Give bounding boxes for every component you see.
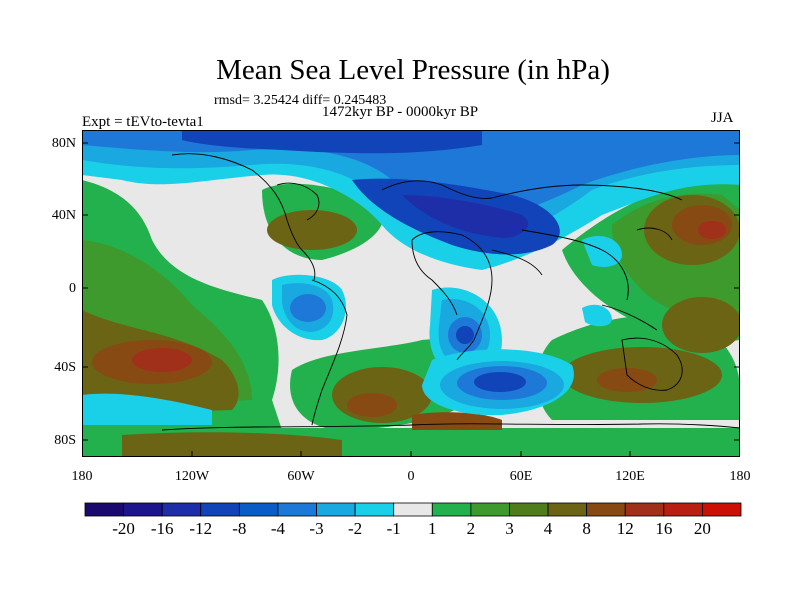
colorbar-tick-label: -3: [309, 519, 324, 538]
lon-label-180w: 180: [71, 469, 93, 484]
colorbar-swatch: [238, 502, 279, 517]
lat-label-80n: 80N: [51, 136, 76, 151]
colorbar-tick-label: 8: [582, 519, 591, 538]
colorbar-tick-label: -8: [232, 519, 247, 538]
colorbar-tick-label: 12: [616, 519, 634, 538]
colorbar-swatch: [624, 502, 665, 517]
lat-label-0: 0: [69, 281, 76, 296]
colorbar-tick-label: -16: [150, 519, 174, 538]
colorbar-swatch: [586, 502, 626, 517]
axis-ticks: [82, 142, 740, 457]
colorbar-swatch: [393, 502, 433, 517]
coastlines: [161, 153, 740, 431]
colorbar-tick-label: 1: [428, 519, 437, 538]
negative-anomaly-areas: [82, 130, 740, 425]
colorbar-swatch: [316, 502, 356, 517]
rmsd-stats: rmsd= 3.25424 diff= 0.245483: [214, 93, 387, 108]
lat-label-40n: 40N: [51, 208, 76, 223]
colorbar-swatch: [200, 502, 240, 517]
colorbar-swatch: [663, 502, 703, 517]
lat-label-80s: 80S: [54, 433, 76, 448]
colorbar-swatch: [84, 502, 124, 517]
colorbar-tick-label: 20: [693, 519, 711, 538]
lon-label-180e: 180: [729, 469, 751, 484]
colorbar-swatch: [431, 502, 472, 517]
colorbar-tick-label: -20: [112, 519, 135, 538]
colorbar-tick-label: -1: [386, 519, 401, 538]
colorbar-swatch: [123, 502, 163, 517]
colorbar-swatch: [470, 502, 510, 517]
colorbar-swatch: [702, 502, 742, 517]
colorbar-tick-label: 16: [655, 519, 673, 538]
period-label: 1472kyr BP - 0000kyr BP: [322, 104, 479, 120]
colorbar-swatch: [509, 502, 549, 517]
lon-label-120w: 120W: [174, 469, 210, 484]
colorbar-tick-label: 2: [466, 519, 476, 538]
positive-anomaly-areas: [82, 180, 740, 457]
lon-label-60w: 60W: [287, 469, 315, 484]
map-title: Mean Sea Level Pressure (in hPa): [216, 54, 610, 86]
pressure-map: [82, 130, 740, 457]
season-label: JJA: [711, 110, 734, 126]
colorbar-tick-label: -2: [348, 519, 363, 538]
lon-label-120e: 120E: [615, 469, 645, 484]
colorbar: [84, 502, 742, 517]
lon-label-0: 0: [407, 469, 415, 484]
experiment-label: Expt = tEVto-tevta1: [82, 114, 204, 130]
colorbar-tick-label: -4: [270, 519, 286, 538]
colorbar-swatch: [354, 502, 395, 517]
colorbar-swatch: [161, 502, 202, 517]
lon-label-60e: 60E: [509, 469, 533, 484]
colorbar-swatch: [547, 502, 588, 517]
colorbar-swatch: [277, 502, 317, 517]
colorbar-tick-label: -12: [189, 519, 213, 538]
lat-label-40s: 40S: [54, 360, 76, 375]
colorbar-tick-label: 3: [505, 519, 514, 538]
colorbar-tick-label: 4: [543, 519, 553, 538]
